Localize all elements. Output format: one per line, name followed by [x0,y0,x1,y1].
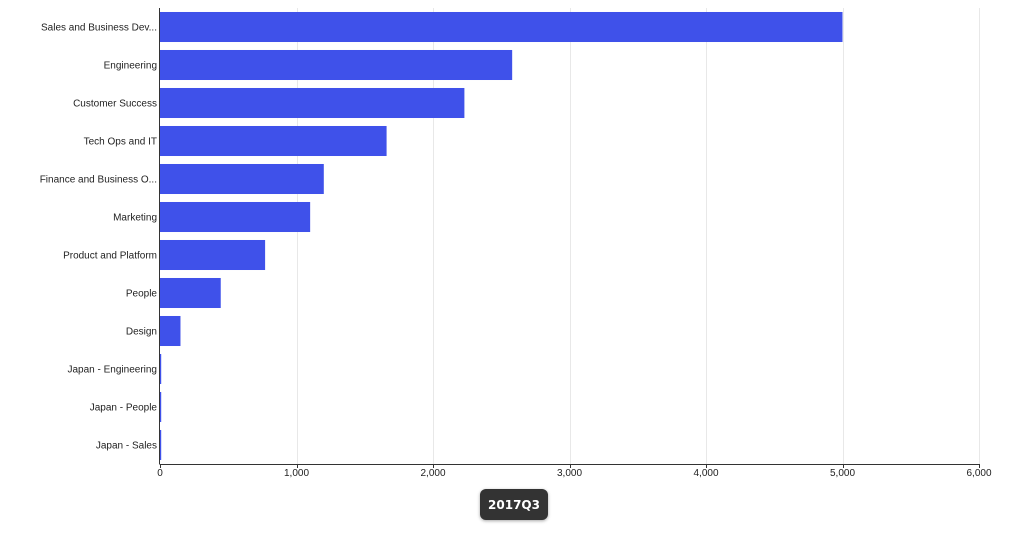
category-label: Design [126,327,157,338]
axes [159,8,980,465]
category-label: People [126,289,158,300]
category-label: Japan - Engineering [67,365,157,376]
category-label: Marketing [113,213,157,224]
x-tick-label: 4,000 [693,468,718,479]
bar[interactable] [160,429,162,461]
bar[interactable] [160,277,221,309]
x-tick-label: 0 [157,468,163,479]
bar[interactable] [160,87,465,119]
category-label: Tech Ops and IT [84,137,157,148]
category-label: Japan - People [90,403,158,414]
x-tick-label: 3,000 [557,468,582,479]
bars [160,11,843,461]
period-badge[interactable]: 2017Q3 [480,489,548,520]
bar[interactable] [160,163,324,195]
bar[interactable] [160,391,162,423]
bar[interactable] [160,239,266,271]
category-label: Finance and Business O... [40,175,157,186]
x-tick-label: 2,000 [420,468,445,479]
x-tick-labels: 0 1,000 2,000 3,000 4,000 5,000 6,000 [157,464,992,479]
bar[interactable] [160,49,513,81]
x-tick-label: 1,000 [284,468,309,479]
category-labels: Sales and Business Dev... Engineering Cust… [40,23,158,452]
bar[interactable] [160,125,387,157]
bar[interactable] [160,315,181,347]
category-label: Product and Platform [63,251,157,262]
bar[interactable] [160,353,162,385]
category-label: Engineering [104,61,157,72]
category-label: Sales and Business Dev... [41,23,157,34]
grid-lines [297,8,980,464]
category-label: Japan - Sales [96,441,157,452]
bar[interactable] [160,201,311,233]
x-tick-label: 6,000 [966,468,991,479]
bar[interactable] [160,11,843,43]
x-tick-label: 5,000 [830,468,855,479]
category-label: Customer Success [73,99,157,110]
